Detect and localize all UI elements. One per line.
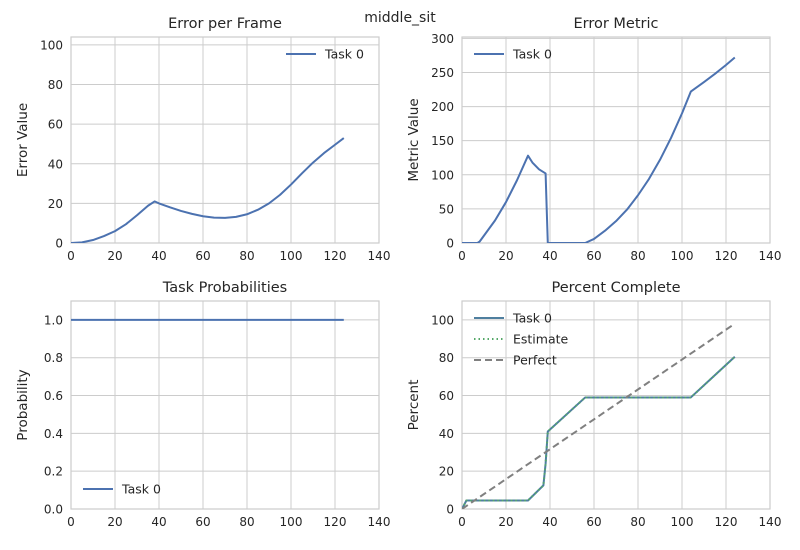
y-tick-label: 0.2 bbox=[44, 465, 63, 479]
series-line-task-0 bbox=[462, 56, 736, 243]
x-tick-label: 20 bbox=[498, 515, 513, 529]
x-tick-label: 120 bbox=[715, 249, 738, 263]
y-tick-label: 50 bbox=[439, 202, 454, 216]
axes-background bbox=[71, 301, 379, 509]
x-tick-label: 80 bbox=[239, 515, 254, 529]
y-tick-label: 100 bbox=[431, 168, 454, 182]
y-tick-label: 20 bbox=[48, 197, 63, 211]
y-tick-label: 250 bbox=[431, 66, 454, 80]
y-tick-label: 20 bbox=[439, 465, 454, 479]
x-tick-label: 140 bbox=[759, 515, 782, 529]
x-tick-label: 20 bbox=[498, 249, 513, 263]
x-tick-label: 40 bbox=[151, 515, 166, 529]
x-tick-label: 0 bbox=[67, 515, 75, 529]
y-axis-label: Error Value bbox=[15, 103, 31, 177]
legend-label: Task 0 bbox=[324, 47, 364, 62]
legend: Task 0 bbox=[474, 47, 552, 62]
chart-title: Error Metric bbox=[573, 16, 658, 32]
y-tick-label: 40 bbox=[48, 157, 63, 171]
x-tick-label: 140 bbox=[368, 515, 391, 529]
y-tick-label: 40 bbox=[439, 427, 454, 441]
y-tick-label: 0.4 bbox=[44, 427, 63, 441]
x-tick-label: 120 bbox=[324, 249, 347, 263]
x-tick-label: 40 bbox=[151, 249, 166, 263]
y-tick-label: 150 bbox=[431, 134, 454, 148]
axes-frame bbox=[70, 300, 380, 510]
legend-label: Perfect bbox=[513, 353, 557, 368]
chart-title: Error per Frame bbox=[168, 16, 282, 32]
legend: Task 0 bbox=[286, 47, 364, 62]
y-tick-label: 80 bbox=[48, 78, 63, 92]
x-tick-label: 140 bbox=[759, 249, 782, 263]
chart-title: Percent Complete bbox=[551, 280, 680, 296]
y-tick-label: 300 bbox=[431, 32, 454, 46]
y-tick-label: 0 bbox=[55, 237, 63, 251]
x-tick-label: 0 bbox=[458, 515, 466, 529]
y-tick-label: 0 bbox=[446, 237, 454, 251]
y-tick-label: 60 bbox=[439, 389, 454, 403]
x-tick-label: 120 bbox=[324, 515, 347, 529]
series-line-task-0 bbox=[462, 356, 736, 509]
panel-error-metric: 0 20 40 60 80 100 120 140 0 50 100 150 200 250 300 Erro… bbox=[406, 16, 781, 263]
x-tick-label: 80 bbox=[630, 515, 645, 529]
legend: Task 0 bbox=[83, 482, 161, 497]
y-axis-label: Percent bbox=[406, 380, 422, 431]
axes-frame bbox=[461, 300, 771, 510]
panel-error-per-frame: 0 20 40 60 80 100 120 140 0 20 40 60 80 100 Error per … bbox=[15, 16, 390, 263]
y-tick-label: 200 bbox=[431, 100, 454, 114]
axes-frame bbox=[461, 36, 771, 244]
x-tick-label: 100 bbox=[280, 249, 303, 263]
panel-percent-complete: 0 20 40 60 80 100 120 140 0 20 40 60 80 100 Percent Co… bbox=[406, 280, 781, 529]
x-tick-label: 0 bbox=[67, 249, 75, 263]
y-tick-label: 60 bbox=[48, 118, 63, 132]
y-tick-label: 0.6 bbox=[44, 389, 63, 403]
x-tick-label: 20 bbox=[107, 249, 122, 263]
x-tick-label: 40 bbox=[542, 249, 557, 263]
legend-label: Task 0 bbox=[121, 482, 161, 497]
legend-label: Task 0 bbox=[512, 47, 552, 62]
series-line-task-0 bbox=[71, 137, 345, 243]
x-tick-label: 80 bbox=[630, 249, 645, 263]
x-tick-label: 60 bbox=[586, 249, 601, 263]
y-tick-label: 100 bbox=[40, 38, 63, 52]
y-axis-label: Probability bbox=[15, 369, 31, 440]
figure-suptitle: middle_sit bbox=[364, 10, 436, 26]
x-tick-label: 120 bbox=[715, 515, 738, 529]
panel-task-probabilities: 0 20 40 60 80 100 120 140 0.0 0.2 0.4 0.6 0.8 1.0 Task… bbox=[15, 280, 390, 529]
x-tick-label: 20 bbox=[107, 515, 122, 529]
x-tick-label: 0 bbox=[458, 249, 466, 263]
y-tick-label: 0.0 bbox=[44, 503, 63, 517]
legend: Task 0 Estimate Perfect bbox=[474, 311, 569, 368]
y-tick-label: 100 bbox=[431, 313, 454, 327]
x-tick-label: 60 bbox=[195, 515, 210, 529]
x-tick-label: 40 bbox=[542, 515, 557, 529]
x-tick-label: 100 bbox=[280, 515, 303, 529]
y-tick-label: 80 bbox=[439, 351, 454, 365]
legend-label: Task 0 bbox=[512, 311, 552, 326]
x-tick-label: 100 bbox=[671, 249, 694, 263]
x-tick-label: 60 bbox=[195, 249, 210, 263]
chart-title: Task Probabilities bbox=[162, 280, 287, 296]
y-tick-label: 0.8 bbox=[44, 351, 63, 365]
y-axis-label: Metric Value bbox=[406, 98, 422, 181]
legend-label: Estimate bbox=[513, 332, 569, 347]
x-tick-label: 60 bbox=[586, 515, 601, 529]
y-tick-label: 0 bbox=[446, 503, 454, 517]
x-tick-label: 140 bbox=[368, 249, 391, 263]
x-tick-label: 100 bbox=[671, 515, 694, 529]
x-tick-label: 80 bbox=[239, 249, 254, 263]
chart-panels: 0 20 40 60 80 100 120 140 0 20 40 60 80 100 Error per … bbox=[15, 16, 781, 529]
y-tick-label: 1.0 bbox=[44, 313, 63, 327]
axes-frame bbox=[70, 36, 380, 244]
axes-background bbox=[71, 37, 379, 243]
